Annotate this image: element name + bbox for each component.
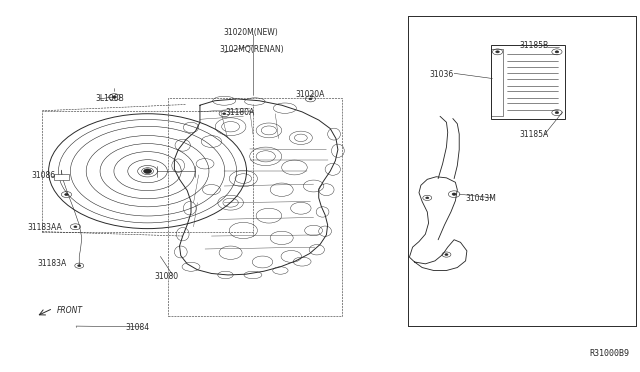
Circle shape <box>74 226 77 228</box>
Text: 31020A: 31020A <box>296 90 325 99</box>
Text: 31084: 31084 <box>125 323 149 332</box>
Text: R31000B9: R31000B9 <box>589 349 630 358</box>
Text: 3102MQ(RENAN): 3102MQ(RENAN) <box>219 45 284 54</box>
Circle shape <box>555 51 559 53</box>
Circle shape <box>445 254 448 256</box>
Text: 31180A: 31180A <box>225 108 255 117</box>
Text: 31080: 31080 <box>154 272 178 281</box>
Circle shape <box>426 197 429 199</box>
Text: 31183A: 31183A <box>38 259 67 268</box>
Bar <box>42 111 253 232</box>
Circle shape <box>77 265 81 267</box>
Circle shape <box>113 96 116 98</box>
Circle shape <box>452 193 456 195</box>
Circle shape <box>309 98 312 100</box>
Text: 31020M(NEW): 31020M(NEW) <box>223 28 278 37</box>
Text: 31183AA: 31183AA <box>28 223 62 232</box>
Text: 31086: 31086 <box>31 171 56 180</box>
Bar <box>54 174 69 180</box>
Circle shape <box>65 193 68 196</box>
Bar <box>491 45 564 119</box>
Text: 31185B: 31185B <box>519 41 548 51</box>
Bar <box>491 49 502 116</box>
Text: 31043M: 31043M <box>466 195 497 203</box>
Circle shape <box>223 113 226 115</box>
Text: FRONT: FRONT <box>57 306 83 315</box>
Circle shape <box>141 168 154 174</box>
Circle shape <box>555 112 559 114</box>
Circle shape <box>496 51 499 53</box>
Text: 3L100B: 3L100B <box>95 94 124 103</box>
Bar <box>168 98 342 317</box>
Text: 31036: 31036 <box>430 70 454 78</box>
Circle shape <box>143 169 152 173</box>
Text: 31185A: 31185A <box>519 130 548 140</box>
